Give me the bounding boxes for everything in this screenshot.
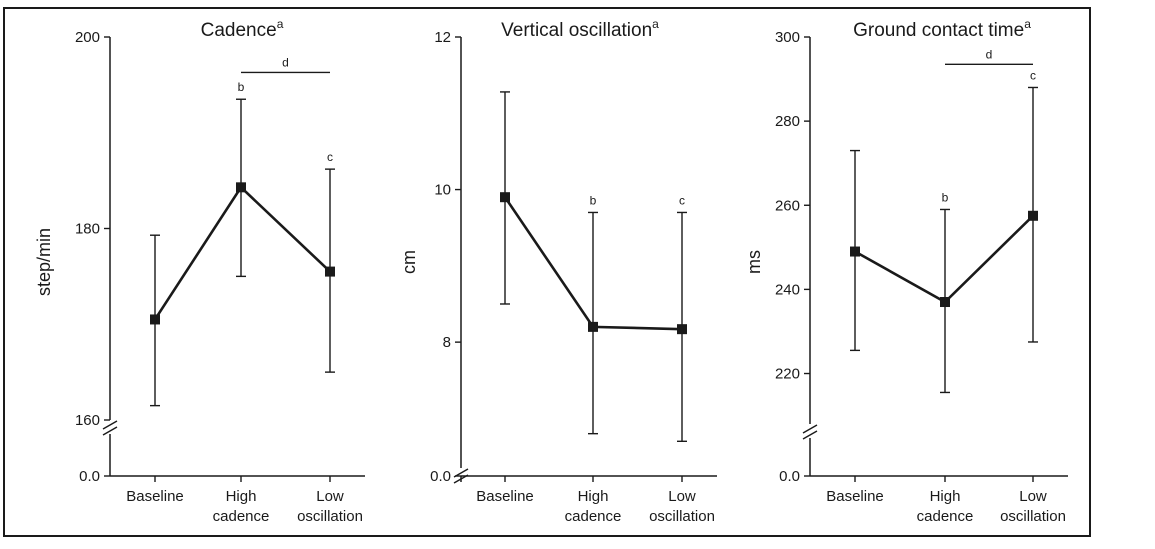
y-axis-label: ms	[744, 250, 764, 274]
axis-break-mark	[802, 430, 818, 440]
x-tick-label: High	[930, 488, 961, 505]
chart-title: Ground contact timea	[853, 17, 1031, 41]
chart-title-text: Ground contact time	[853, 20, 1024, 41]
y-tick-label: 220	[775, 366, 800, 383]
figure-frame	[3, 7, 1091, 537]
x-tick-label: oscillation	[1000, 508, 1066, 525]
significance-label: c	[1030, 68, 1036, 82]
x-tick-label: High	[226, 488, 257, 505]
significance-bracket-label: d	[986, 47, 993, 61]
x-tick-label: High	[578, 488, 609, 505]
significance-label: b	[942, 190, 949, 204]
x-tick-label: Baseline	[826, 488, 884, 505]
y-tick-label: 300	[775, 29, 800, 46]
x-tick-label: cadence	[565, 508, 622, 525]
x-tick-label: Low	[1019, 488, 1047, 505]
x-tick-label: Low	[316, 488, 344, 505]
y-tick-label: 10	[434, 182, 451, 199]
y-tick-zero-label: 0.0	[430, 468, 451, 485]
y-tick-label: 8	[443, 334, 451, 351]
axis-break-mark	[802, 424, 818, 434]
y-tick-label: 12	[434, 29, 451, 46]
chart-title-superscript: a	[1024, 17, 1031, 31]
chart-title-superscript: a	[652, 17, 659, 31]
chart-title-superscript: a	[277, 17, 284, 31]
y-tick-label: 240	[775, 281, 800, 298]
x-tick-label: Baseline	[126, 488, 184, 505]
x-tick-label: Low	[668, 488, 696, 505]
data-point	[850, 246, 860, 257]
axis-break-mark	[102, 426, 118, 436]
chart-panel-2: 8 10 12 0.0 Baseline High cadence Low oscillatio…	[399, 17, 717, 525]
chart-panel-1: 160 180 200 0.0 Baseline High cadence Low oscill…	[34, 17, 365, 525]
axis-break-mark	[102, 420, 118, 430]
chart-title-text: Cadence	[201, 20, 277, 41]
chart-title: Vertical oscillationa	[501, 17, 659, 41]
y-tick-label: 260	[775, 197, 800, 214]
data-point	[325, 266, 335, 277]
data-point	[940, 297, 950, 308]
chart-title: Cadencea	[201, 17, 284, 41]
y-axis-label: cm	[399, 250, 419, 274]
data-point	[150, 314, 160, 325]
y-tick-zero-label: 0.0	[779, 468, 800, 485]
y-tick-label: 180	[75, 221, 100, 238]
data-point	[677, 324, 687, 335]
data-point	[236, 182, 246, 193]
x-tick-label: cadence	[213, 508, 270, 525]
significance-label: c	[679, 193, 685, 207]
chart-panel-3: 220 240 260 280 300 0.0 Baseline High cadence Low…	[744, 17, 1068, 525]
significance-label: b	[590, 193, 597, 207]
y-tick-zero-label: 0.0	[79, 468, 100, 485]
significance-bracket-label: d	[282, 55, 289, 69]
panels: 160 180 200 0.0 Baseline High cadence Low oscill…	[34, 17, 1068, 525]
x-tick-label: oscillation	[297, 508, 363, 525]
y-axis-label: step/min	[34, 228, 54, 296]
data-point	[588, 321, 598, 332]
y-tick-label: 280	[775, 113, 800, 130]
data-point	[1028, 210, 1038, 221]
y-tick-label: 160	[75, 412, 100, 429]
significance-label: c	[327, 150, 333, 164]
x-tick-label: Baseline	[476, 488, 534, 505]
significance-label: b	[238, 80, 245, 94]
y-tick-label: 200	[75, 29, 100, 46]
chart-title-text: Vertical oscillation	[501, 20, 652, 41]
data-point	[500, 192, 510, 203]
x-tick-label: oscillation	[649, 508, 715, 525]
x-tick-label: cadence	[917, 508, 974, 525]
